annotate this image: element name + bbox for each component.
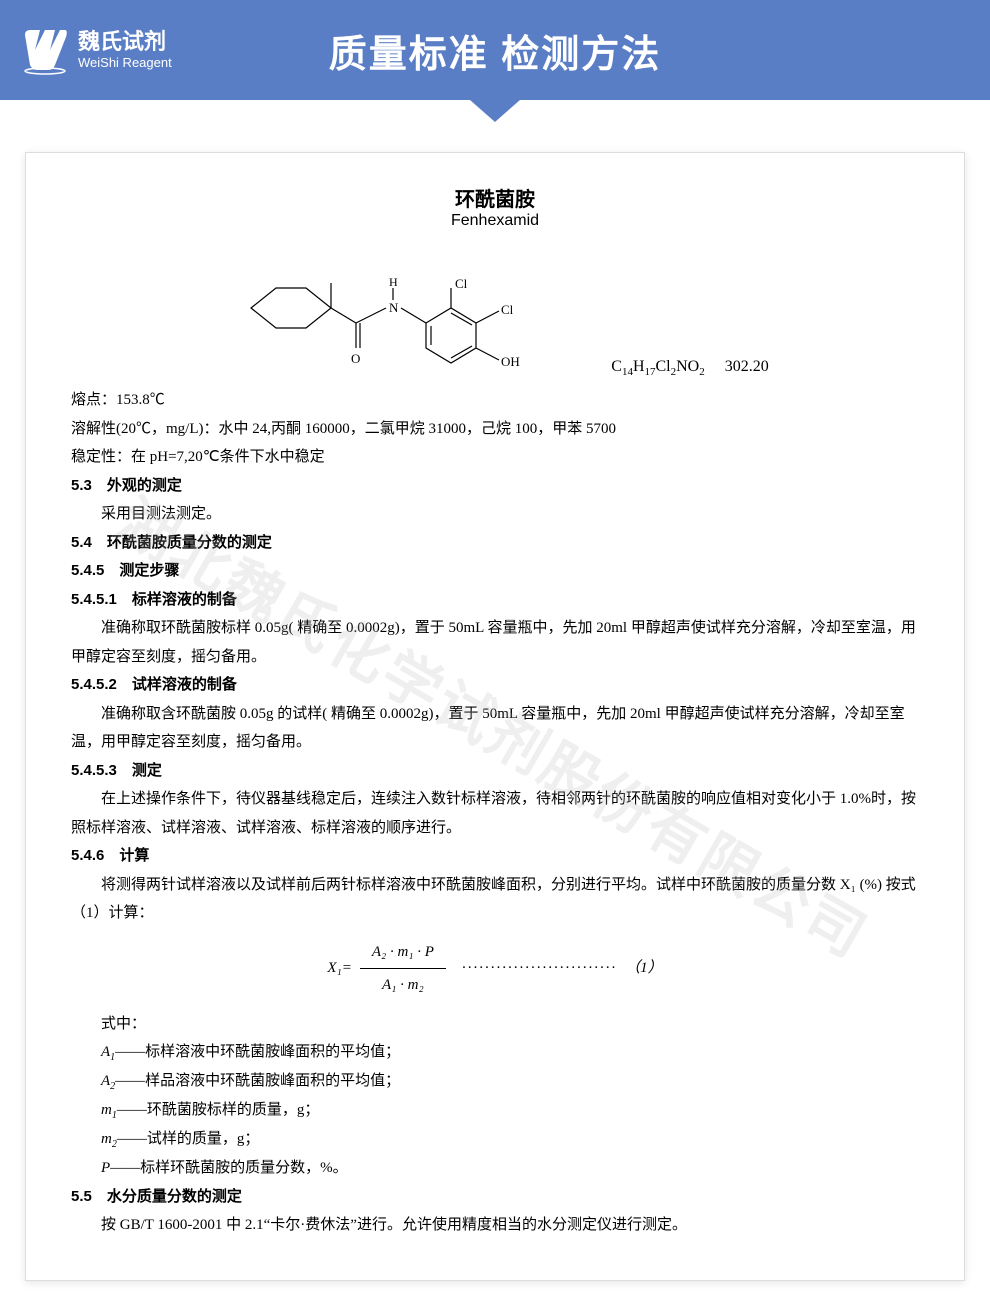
sec-5-3-body: 采用目测法测定。 — [71, 500, 919, 529]
molecular-formula: C14H17Cl2NO2 — [611, 358, 704, 378]
sec-5-4-5-3: 5.4.5.3 测定 — [71, 757, 919, 786]
svg-text:Cl: Cl — [455, 276, 468, 291]
svg-text:N: N — [389, 300, 399, 315]
sec-5-4-5-1: 5.4.5.1 标样溶液的制备 — [71, 586, 919, 615]
where-label: 式中： — [71, 1010, 919, 1039]
sec-5-5-body: 按 GB/T 1600-2001 中 2.1“卡尔·费休法”进行。允许使用精度相… — [71, 1211, 919, 1240]
header-title: 质量标准 检测方法 — [329, 23, 662, 78]
prop-stability: 稳定性：在 pH=7,20℃条件下水中稳定 — [71, 443, 919, 472]
compound-name-en: Fenhexamid — [71, 212, 919, 230]
svg-text:H: H — [389, 275, 398, 289]
equation-1: X₁= A₂ · m₁ · P A₁ · m₂ ················… — [71, 936, 919, 1002]
sec-5-4-5-1-body: 准确称取环酰菌胺标样 0.05g( 精确至 0.0002g)，置于 50mL 容… — [71, 614, 919, 671]
logo: 魏氏试剂 WeiShi Reagent — [20, 25, 172, 75]
sec-5-4-6: 5.4.6 计算 — [71, 842, 919, 871]
document-page: 湖北魏氏化学试剂股份有限公司 环酰菌胺 Fenhexamid O — [25, 152, 965, 1281]
sec-5-3: 5.3 外观的测定 — [71, 472, 919, 501]
sec-5-4-5-2: 5.4.5.2 试样溶液的制备 — [71, 671, 919, 700]
sec-5-4-5-2-body: 准确称取含环酰菌胺 0.05g 的试样( 精确至 0.0002g)，置于 50m… — [71, 700, 919, 757]
sec-5-5: 5.5 水分质量分数的测定 — [71, 1183, 919, 1212]
logo-text-en: WeiShi Reagent — [78, 55, 172, 71]
sec-5-4-5: 5.4.5 测定步骤 — [71, 557, 919, 586]
chemical-structure: O N H Cl — [221, 238, 561, 378]
variable-definitions: A1——标样溶液中环酰菌胺峰面积的平均值； A2——样品溶液中环酰菌胺峰面积的平… — [71, 1038, 919, 1183]
logo-text-cn: 魏氏试剂 — [78, 29, 172, 55]
svg-text:O: O — [351, 351, 360, 366]
sec-5-4-6-body: 将测得两针试样溶液以及试样前后两针标样溶液中环酰菌胺峰面积，分别进行平均。试样中… — [71, 871, 919, 928]
compound-name-cn: 环酰菌胺 — [71, 183, 919, 212]
prop-mp: 熔点：153.8℃ — [71, 386, 919, 415]
svg-text:OH: OH — [501, 354, 520, 369]
header-arrow-icon — [470, 100, 520, 122]
sec-5-4: 5.4 环酰菌胺质量分数的测定 — [71, 529, 919, 558]
logo-icon — [20, 25, 70, 75]
prop-solubility: 溶解性(20℃，mg/L)：水中 24,丙酮 160000，二氯甲烷 31000… — [71, 415, 919, 444]
svg-text:Cl: Cl — [501, 302, 514, 317]
sec-5-4-5-3-body: 在上述操作条件下，待仪器基线稳定后，连续注入数针标样溶液，待相邻两针的环酰菌胺的… — [71, 785, 919, 842]
header-bar: 魏氏试剂 WeiShi Reagent 质量标准 检测方法 — [0, 0, 990, 100]
molecular-weight: 302.20 — [725, 358, 769, 376]
